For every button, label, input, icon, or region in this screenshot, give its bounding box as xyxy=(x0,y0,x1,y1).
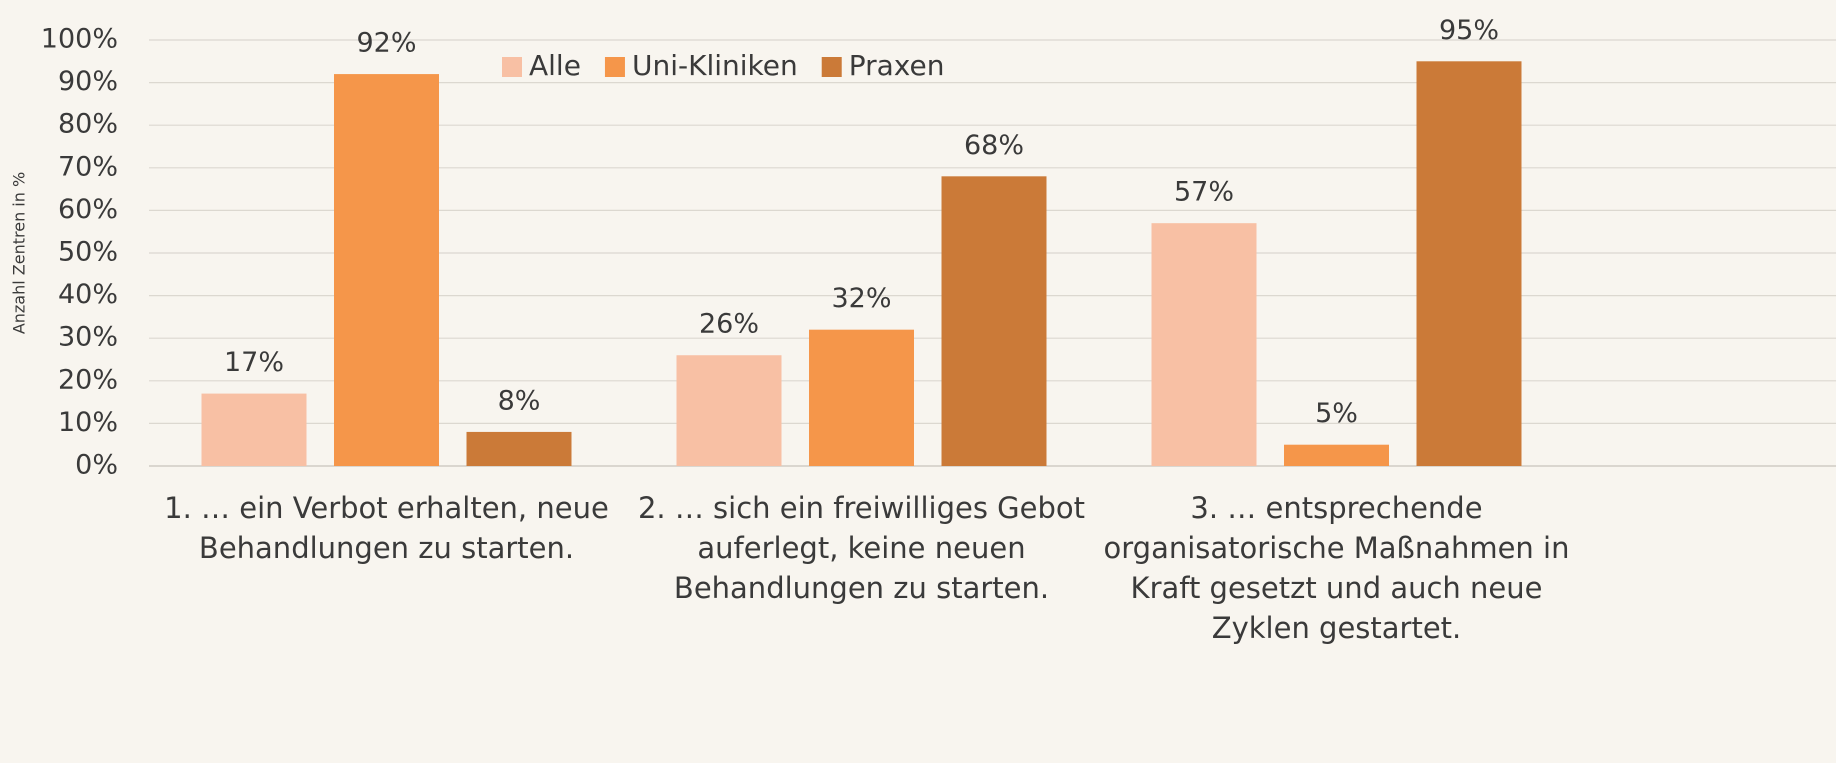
legend-swatch xyxy=(822,57,842,77)
y-tick-label: 10% xyxy=(58,407,118,438)
bar xyxy=(202,394,307,466)
bar xyxy=(467,432,572,466)
x-tick-label: 1. … ein Verbot erhalten, neue Behandlun… xyxy=(142,488,632,568)
bar xyxy=(1284,445,1389,466)
bar xyxy=(942,176,1047,466)
y-tick-label: 100% xyxy=(41,24,118,55)
value-label: 17% xyxy=(224,347,284,378)
value-label: 95% xyxy=(1439,15,1499,46)
x-tick-label: 2. … sich ein freiwilliges Gebot auferle… xyxy=(617,488,1107,608)
y-tick-label: 80% xyxy=(58,109,118,140)
bar xyxy=(334,74,439,466)
legend-swatch xyxy=(605,57,625,77)
y-tick-label: 90% xyxy=(58,66,118,97)
x-tick-label: 3. … entsprechende organisatorische Maßn… xyxy=(1092,488,1582,648)
y-axis-label: Anzahl Zentren in % xyxy=(10,172,29,334)
y-tick-label: 40% xyxy=(58,279,118,310)
value-label: 68% xyxy=(964,130,1024,161)
value-label: 5% xyxy=(1315,398,1358,429)
bar xyxy=(1152,223,1257,466)
bar xyxy=(1417,61,1522,466)
chart: Anzahl Zentren in % 0% 10% 20% 30% 40% 50% 60%… xyxy=(0,0,1836,763)
legend-swatch xyxy=(502,57,522,77)
legend-label: Praxen xyxy=(849,49,945,82)
legend-label: Alle xyxy=(529,49,581,82)
value-label: 32% xyxy=(831,283,891,314)
legend-label: Uni-Kliniken xyxy=(632,49,798,82)
y-tick-label: 0% xyxy=(75,450,118,481)
bar xyxy=(809,330,914,466)
y-tick-label: 50% xyxy=(58,237,118,268)
value-label: 26% xyxy=(699,309,759,340)
bar xyxy=(677,355,782,466)
y-tick-label: 70% xyxy=(58,151,118,182)
value-label: 8% xyxy=(498,385,541,416)
chart-container: Anzahl Zentren in % 0% 10% 20% 30% 40% 50% 60%… xyxy=(0,0,1836,763)
y-tick-label: 60% xyxy=(58,194,118,225)
y-tick-label: 30% xyxy=(58,322,118,353)
value-label: 57% xyxy=(1174,177,1234,208)
y-tick-label: 20% xyxy=(58,364,118,395)
value-label: 92% xyxy=(356,28,416,59)
